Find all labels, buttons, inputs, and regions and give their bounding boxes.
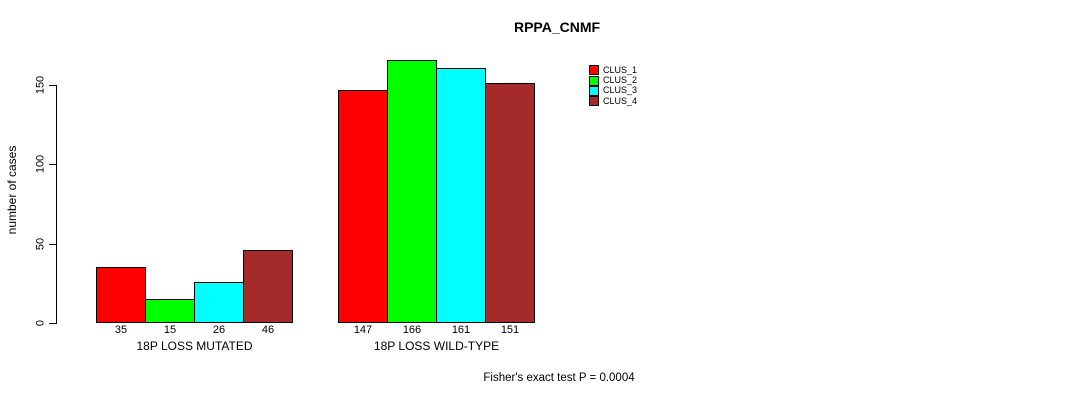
y-tick-label: 50 [34,237,47,251]
bar-clus_2-group1 [145,299,195,323]
y-tick-mark [49,164,56,165]
bar-clus_1-group2 [338,90,388,323]
y-tick-label: 150 [34,75,47,95]
bar-value-label: 166 [402,324,422,336]
y-tick-label: 0 [34,319,47,327]
bar-clus_4-group2 [485,83,535,323]
bar-value-label: 147 [353,324,373,336]
y-tick-mark [49,323,56,324]
bar-value-label: 151 [500,324,520,336]
bar-value-label: 15 [163,324,177,336]
bar-clus_4-group1 [243,250,293,323]
bar-clus_2-group2 [387,60,437,323]
legend-row: CLUS_1 [589,64,638,76]
legend-swatch [589,85,599,96]
bar-value-label: 35 [114,324,128,336]
bar-clus_3-group2 [436,68,486,323]
legend-label: CLUS_2 [603,75,638,86]
chart-title: RPPA_CNMF [513,19,601,35]
legend-row: CLUS_2 [589,75,638,86]
y-tick-mark [49,85,56,86]
bar-clus_3-group1 [194,282,244,323]
bar-value-label: 26 [212,324,226,336]
legend-label: CLUS_3 [603,85,638,96]
bar-value-label: 46 [261,324,275,336]
bar-value-label: 161 [451,324,471,336]
annotation-text: Fisher's exact test P = 0.0004 [483,372,635,384]
y-axis-label: number of cases [5,145,19,235]
legend-row: CLUS_4 [589,95,638,107]
legend-label: CLUS_4 [603,95,638,106]
legend-label: CLUS_1 [603,64,638,75]
x-group-label: 18P LOSS MUTATED [136,339,253,353]
y-tick-label: 100 [34,154,47,174]
y-axis-line [56,85,57,324]
bar-clus_1-group1 [96,267,146,323]
legend-swatch [589,75,599,86]
x-group-label: 18P LOSS WILD-TYPE [373,339,500,353]
legend-row: CLUS_3 [589,85,638,96]
legend-swatch [589,65,599,76]
legend: CLUS_1 CLUS_2 CLUS_3 CLUS_4 [589,65,637,107]
legend-swatch [589,96,599,107]
y-tick-mark [49,244,56,245]
